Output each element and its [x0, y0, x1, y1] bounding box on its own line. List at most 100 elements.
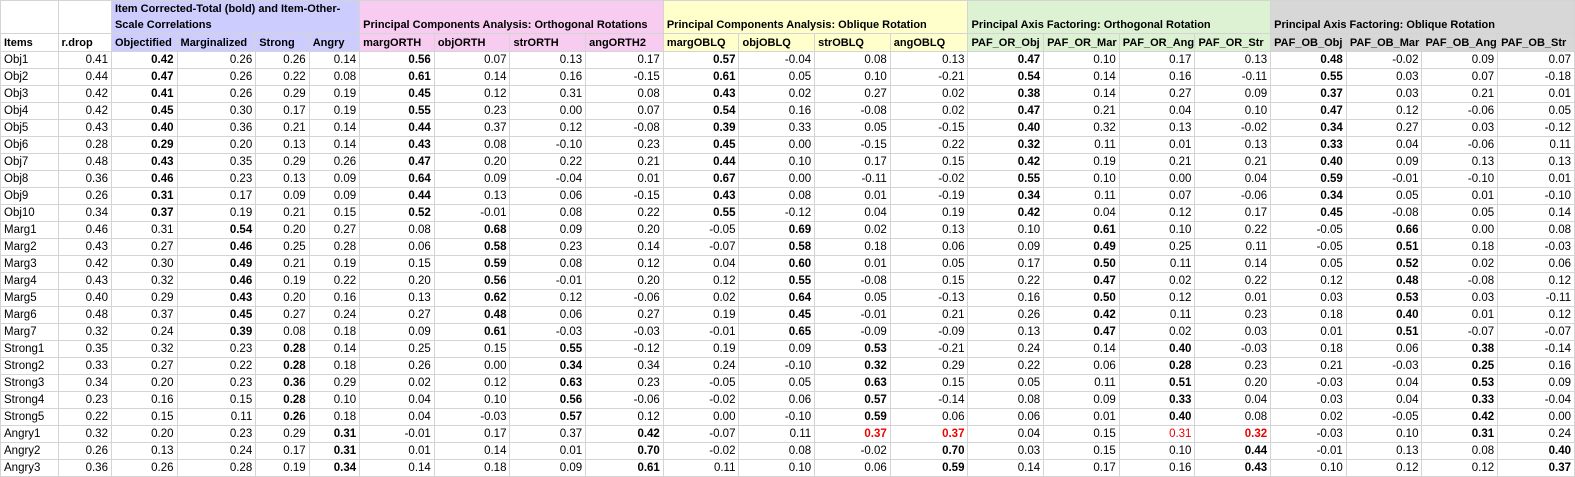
value-cell[interactable]: -0.06	[1421, 136, 1499, 154]
column-header[interactable]: PAF_OB_Str	[1497, 33, 1575, 52]
value-cell[interactable]: 0.14	[433, 68, 511, 86]
value-cell[interactable]: 0.04	[1345, 374, 1423, 392]
value-cell[interactable]: 0.18	[308, 357, 361, 375]
value-cell[interactable]: 0.02	[1118, 323, 1196, 341]
value-cell[interactable]: 0.13	[1194, 51, 1272, 69]
value-cell[interactable]: 0.61	[585, 459, 664, 477]
value-cell[interactable]: 0.40	[967, 119, 1045, 137]
value-cell[interactable]: 0.13	[255, 136, 310, 154]
value-cell[interactable]: 0.43	[57, 272, 112, 290]
value-cell[interactable]: 0.08	[308, 68, 361, 86]
value-cell[interactable]: 0.43	[662, 187, 740, 205]
value-cell[interactable]: 0.21	[255, 255, 310, 273]
value-cell[interactable]: 0.23	[176, 340, 257, 358]
value-cell[interactable]: 0.30	[176, 102, 257, 120]
value-cell[interactable]: 0.34	[967, 187, 1045, 205]
value-cell[interactable]: 0.16	[967, 289, 1045, 307]
value-cell[interactable]: 0.32	[57, 323, 112, 341]
value-cell[interactable]: 0.20	[176, 136, 257, 154]
value-cell[interactable]: 0.21	[1194, 153, 1272, 171]
value-cell[interactable]: 0.26	[359, 357, 435, 375]
value-cell[interactable]: 0.53	[1345, 289, 1423, 307]
value-cell[interactable]: 0.43	[1194, 459, 1272, 477]
value-cell[interactable]: 0.46	[176, 238, 257, 256]
value-cell[interactable]: 0.24	[662, 357, 740, 375]
value-cell[interactable]: 0.13	[1345, 442, 1423, 460]
value-cell[interactable]: 0.31	[509, 85, 587, 103]
value-cell[interactable]: 0.22	[1194, 272, 1272, 290]
value-cell[interactable]: 0.59	[433, 255, 511, 273]
value-cell[interactable]: -0.04	[738, 51, 816, 69]
value-cell[interactable]: 0.03	[1345, 85, 1423, 103]
value-cell[interactable]: 0.01	[1194, 289, 1272, 307]
value-cell[interactable]: 0.36	[57, 170, 112, 188]
value-cell[interactable]: 0.08	[814, 51, 891, 69]
value-cell[interactable]: 0.02	[814, 221, 891, 239]
value-cell[interactable]: 0.03	[1270, 289, 1347, 307]
value-cell[interactable]: 0.06	[738, 391, 816, 409]
value-cell[interactable]: -0.01	[359, 425, 435, 443]
value-cell[interactable]: -0.14	[889, 391, 969, 409]
value-cell[interactable]: 0.03	[967, 442, 1045, 460]
value-cell[interactable]: 0.27	[814, 85, 891, 103]
value-cell[interactable]: -0.11	[1194, 68, 1272, 86]
value-cell[interactable]: 0.33	[1421, 391, 1499, 409]
value-cell[interactable]: 0.29	[255, 153, 310, 171]
value-cell[interactable]: 0.48	[1270, 51, 1347, 69]
value-cell[interactable]: 0.01	[814, 187, 891, 205]
value-cell[interactable]: 0.18	[308, 323, 361, 341]
value-cell[interactable]: 0.37	[1270, 85, 1347, 103]
value-cell[interactable]: 0.10	[738, 459, 816, 477]
value-cell[interactable]: 0.37	[433, 119, 511, 137]
value-cell[interactable]: 0.00	[1118, 170, 1196, 188]
value-cell[interactable]: 0.28	[255, 357, 310, 375]
value-cell[interactable]: 0.21	[255, 204, 310, 222]
item-label-cell[interactable]: Strong3	[0, 374, 59, 392]
value-cell[interactable]: 0.23	[1194, 357, 1272, 375]
value-cell[interactable]: 0.38	[1421, 340, 1499, 358]
value-cell[interactable]: 0.05	[1497, 102, 1575, 120]
value-cell[interactable]: 0.21	[1270, 357, 1347, 375]
value-cell[interactable]: 0.57	[814, 391, 891, 409]
value-cell[interactable]: 0.51	[1345, 323, 1423, 341]
value-cell[interactable]: 0.68	[433, 221, 511, 239]
value-cell[interactable]: 0.61	[662, 68, 740, 86]
value-cell[interactable]: 0.40	[1345, 306, 1423, 324]
column-header[interactable]: strOBLQ	[814, 33, 891, 52]
value-cell[interactable]: 0.27	[1118, 85, 1196, 103]
value-cell[interactable]: 0.10	[1118, 221, 1196, 239]
value-cell[interactable]: 0.17	[814, 153, 891, 171]
item-label-cell[interactable]: Marg3	[0, 255, 59, 273]
value-cell[interactable]: 0.09	[738, 340, 816, 358]
value-cell[interactable]: 0.17	[967, 255, 1045, 273]
value-cell[interactable]: 0.66	[1345, 221, 1423, 239]
value-cell[interactable]: 0.16	[509, 68, 587, 86]
value-cell[interactable]: -0.01	[662, 323, 740, 341]
group-header-5[interactable]: Principal Axis Factoring: Oblique Rotati…	[1270, 0, 1575, 34]
value-cell[interactable]: 0.42	[967, 153, 1045, 171]
value-cell[interactable]: 0.43	[57, 119, 112, 137]
value-cell[interactable]: 0.47	[967, 102, 1045, 120]
item-label-cell[interactable]: Strong4	[0, 391, 59, 409]
value-cell[interactable]: 0.09	[308, 187, 361, 205]
value-cell[interactable]: 0.48	[433, 306, 511, 324]
value-cell[interactable]: 0.54	[967, 68, 1045, 86]
value-cell[interactable]: 0.15	[889, 272, 969, 290]
value-cell[interactable]: 0.14	[1043, 85, 1120, 103]
value-cell[interactable]: -0.06	[585, 391, 664, 409]
value-cell[interactable]: 0.44	[1194, 442, 1272, 460]
value-cell[interactable]: 0.47	[110, 68, 178, 86]
value-cell[interactable]: -0.02	[1194, 119, 1272, 137]
blank-cell[interactable]	[57, 0, 112, 34]
value-cell[interactable]: 0.13	[1497, 153, 1575, 171]
value-cell[interactable]: 0.50	[1043, 255, 1120, 273]
value-cell[interactable]: 0.07	[1497, 51, 1575, 69]
value-cell[interactable]: -0.11	[1497, 289, 1575, 307]
value-cell[interactable]: 0.20	[585, 272, 664, 290]
value-cell[interactable]: 0.26	[255, 51, 310, 69]
value-cell[interactable]: 0.12	[1345, 459, 1423, 477]
value-cell[interactable]: 0.44	[57, 68, 112, 86]
value-cell[interactable]: 0.02	[889, 102, 969, 120]
value-cell[interactable]: 0.13	[967, 323, 1045, 341]
value-cell[interactable]: 0.16	[308, 289, 361, 307]
